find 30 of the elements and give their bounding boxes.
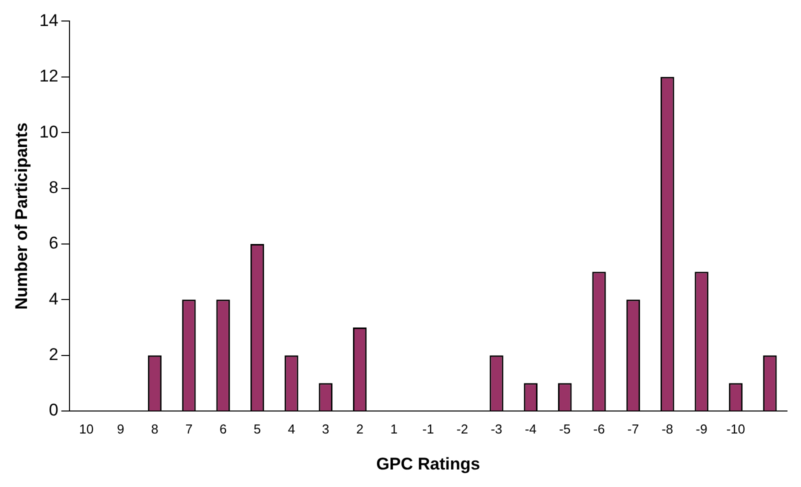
y-tick-label: 8: [48, 178, 58, 197]
x-tick-label: 4: [288, 421, 296, 436]
y-tick-label: 0: [48, 400, 58, 420]
x-tick-label: -6: [593, 421, 605, 436]
y-tick-label: 10: [39, 122, 58, 142]
x-tick-label: 9: [116, 421, 124, 436]
x-tick-label: 3: [322, 421, 330, 436]
x-axis-title: GPC Ratings: [376, 454, 480, 474]
x-tick-label: 6: [219, 421, 227, 436]
x-tick-label: 10: [79, 421, 94, 436]
x-tick-label: -8: [662, 421, 674, 436]
x-tick-label: 8: [151, 421, 158, 436]
x-tick-label: 1: [390, 421, 398, 436]
y-tick-label: 6: [48, 234, 58, 253]
x-tick-label: -1: [422, 421, 434, 436]
y-tick-label: 4: [48, 289, 58, 308]
x-tick-label: -9: [696, 421, 708, 436]
y-tick-label: 12: [39, 66, 58, 86]
x-tick-label: -10: [726, 421, 746, 436]
x-tick-label: -7: [627, 421, 639, 436]
x-tick-label: -3: [490, 421, 502, 436]
x-tick-label: -4: [524, 421, 536, 436]
x-tick-label: 5: [254, 421, 261, 436]
x-tick-label: -2: [456, 421, 468, 436]
x-tick-label: -5: [559, 421, 571, 436]
y-axis-title: Number of Participants: [12, 122, 31, 310]
x-tick-label: 2: [356, 421, 364, 436]
y-tick-label: 14: [39, 10, 58, 30]
x-tick-label: 7: [185, 421, 193, 436]
y-tick-label: 2: [48, 345, 58, 364]
